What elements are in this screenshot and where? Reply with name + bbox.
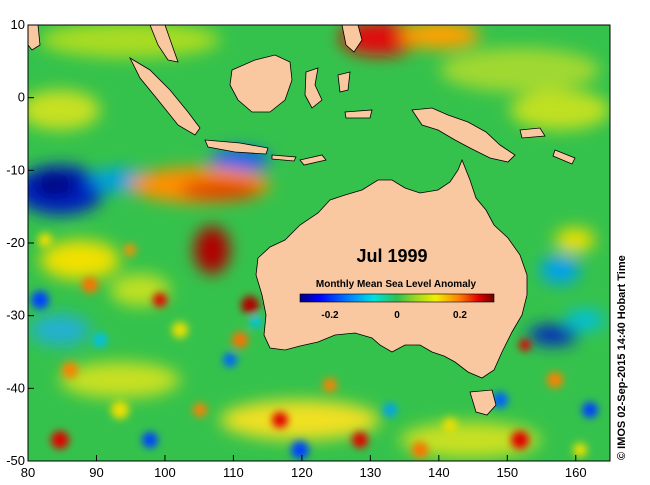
- y-tick-label: -50: [6, 453, 25, 468]
- new-guinea: [411, 107, 516, 163]
- solomon-islands: [552, 149, 576, 165]
- y-tick-label: -20: [6, 235, 25, 250]
- x-tick-label: 110: [223, 465, 244, 480]
- colorbar-title: Monthly Mean Sea Level Anomaly: [316, 279, 477, 290]
- java: [204, 139, 269, 155]
- y-tick-label: -40: [6, 380, 25, 395]
- new-britain: [519, 127, 546, 139]
- y-tick-label: 10: [11, 17, 25, 32]
- x-tick-label: 80: [21, 465, 35, 480]
- x-tick-label: 140: [428, 465, 450, 480]
- y-tick-label: -10: [6, 162, 25, 177]
- malay-peninsula: [149, 25, 179, 63]
- credit-text: © IMOS 02-Sep-2015 14:40 Hobart Time: [616, 255, 628, 460]
- philippines: [341, 25, 363, 53]
- x-tick-label: 120: [291, 465, 313, 480]
- x-tick-label: 100: [154, 465, 176, 480]
- seram: [344, 109, 373, 119]
- x-axis: 80 90 100 110 120 130 140 150 160: [21, 455, 587, 480]
- colorbar-tick-pos: 0.2: [453, 310, 467, 321]
- land: [28, 25, 576, 416]
- borneo: [229, 54, 293, 113]
- month-label: Jul 1999: [356, 246, 427, 266]
- timor: [299, 154, 327, 166]
- anomaly-field: Jul 1999 Monthly Mean Sea Level Anomaly …: [28, 25, 610, 461]
- tasmania: [469, 389, 497, 416]
- australia: [255, 158, 528, 379]
- colorbar-tick-zero: 0: [394, 310, 400, 321]
- sulawesi: [304, 67, 323, 109]
- sri-lanka: [28, 25, 41, 51]
- lesser-sunda: [271, 154, 297, 162]
- anomaly-eddies: [31, 233, 598, 459]
- colorbar-tick-neg: -0.2: [321, 310, 339, 321]
- y-tick-label: -30: [6, 308, 25, 323]
- colorbar: [299, 293, 495, 303]
- x-tick-label: 130: [360, 465, 382, 480]
- sumatra: [129, 56, 201, 136]
- halmahera: [337, 71, 351, 93]
- x-tick-label: 160: [565, 465, 587, 480]
- y-axis: 10 0 -10 -20 -30 -40 -50: [6, 17, 34, 468]
- x-tick-label: 150: [496, 465, 518, 480]
- y-tick-label: 0: [18, 90, 25, 105]
- x-tick-label: 90: [89, 465, 103, 480]
